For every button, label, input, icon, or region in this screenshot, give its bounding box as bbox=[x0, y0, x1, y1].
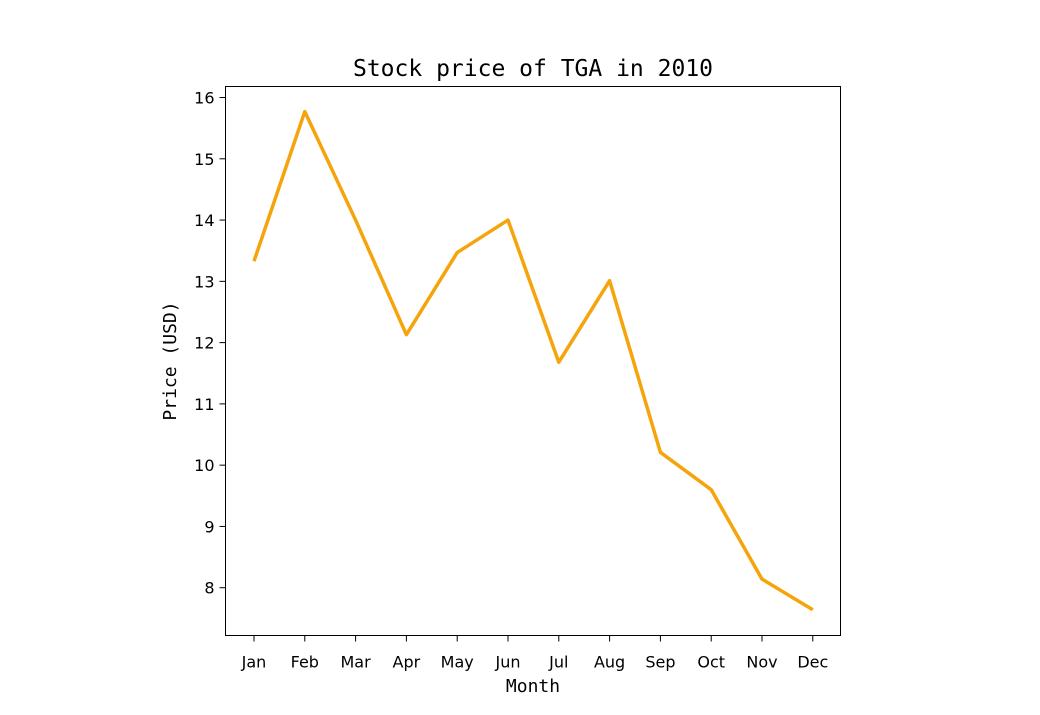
chart-title: Stock price of TGA in 2010 bbox=[353, 56, 713, 82]
x-tick-label: Apr bbox=[393, 653, 421, 672]
x-tick-label: Sep bbox=[645, 653, 675, 672]
y-tick-label: 13 bbox=[194, 272, 214, 291]
x-tick-label: Jul bbox=[548, 653, 568, 672]
y-tick-label: 12 bbox=[194, 334, 214, 353]
y-tick-label: 9 bbox=[204, 517, 214, 536]
x-tick-label: Nov bbox=[746, 653, 777, 672]
x-tick-label: Oct bbox=[697, 653, 725, 672]
y-axis: 8 9 10 11 12 13 14 15 16 bbox=[194, 89, 226, 598]
y-tick-label: 10 bbox=[194, 456, 214, 475]
y-tick-label: 11 bbox=[194, 395, 214, 414]
plot-frame bbox=[225, 86, 841, 636]
y-axis-label: Price (USD) bbox=[160, 301, 181, 420]
price-line bbox=[252, 109, 814, 612]
x-tick-label: Aug bbox=[594, 653, 625, 672]
y-tick-label: 16 bbox=[194, 89, 214, 108]
x-tick-label: Dec bbox=[797, 653, 828, 672]
x-axis-label: Month bbox=[506, 676, 560, 697]
x-tick-label: Mar bbox=[341, 653, 372, 672]
x-tick-label: Jun bbox=[495, 653, 521, 672]
x-tick-label: May bbox=[441, 653, 474, 672]
y-tick-label: 8 bbox=[204, 579, 214, 598]
x-tick-label: Jan bbox=[241, 653, 267, 672]
x-tick-label: Feb bbox=[291, 653, 319, 672]
x-axis: Jan Feb Mar Apr May Jun Jul Aug Sep Oct Nov Dec bbox=[241, 635, 828, 672]
y-tick-label: 14 bbox=[194, 211, 214, 230]
y-tick-label: 15 bbox=[194, 150, 214, 169]
